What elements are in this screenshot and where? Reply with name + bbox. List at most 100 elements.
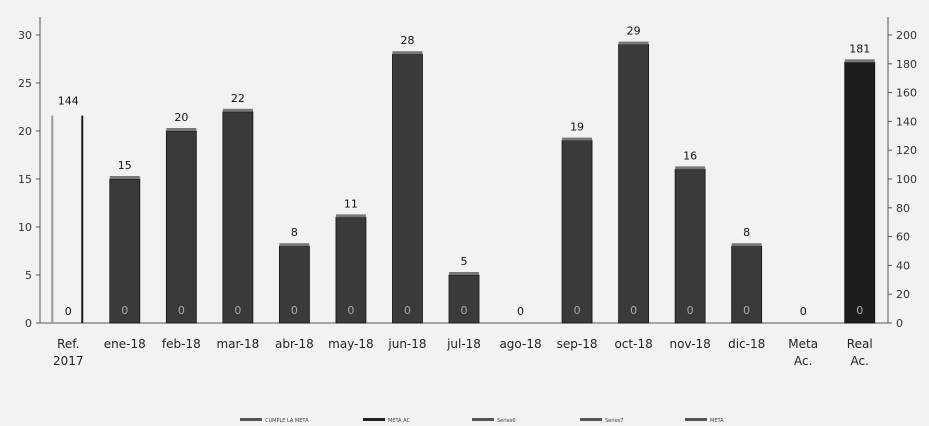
- category-label: nov-18: [669, 337, 710, 351]
- right-tick-label: 200: [896, 29, 917, 42]
- data-label: 19: [570, 121, 584, 134]
- bar: [278, 245, 310, 324]
- bar-top-cap: [335, 214, 366, 218]
- bars: [40, 41, 888, 324]
- right-axis: 0 20 40 60 80 100 120 140 160 180 200: [887, 17, 917, 330]
- category-label: 2017: [53, 354, 84, 368]
- zero-label: 0: [404, 304, 411, 317]
- bar-top-cap: [844, 59, 875, 63]
- legend: CUMPLE LA META META AC Series6 Series7 META: [240, 418, 724, 424]
- reference-line-label: 144: [58, 95, 79, 108]
- data-label: 11: [344, 197, 358, 210]
- bar-top-cap: [279, 243, 310, 247]
- zero-label: 0: [687, 304, 694, 317]
- data-label: 20: [174, 111, 188, 124]
- category-label: Meta: [788, 337, 818, 351]
- category-label: sep-18: [557, 337, 598, 351]
- data-label: 8: [291, 226, 298, 239]
- right-tick-label: 0: [896, 317, 903, 330]
- left-tick-label: 20: [18, 125, 32, 138]
- data-label: 15: [118, 159, 132, 172]
- legend-label: CUMPLE LA META: [265, 418, 309, 424]
- category-label: oct-18: [614, 337, 652, 351]
- legend-label: Series7: [605, 418, 624, 424]
- legend-label: Series6: [497, 418, 516, 424]
- left-axis: 0 5 10 15 20 25 30: [18, 17, 41, 330]
- bar: [335, 216, 367, 324]
- bar-top-cap: [562, 137, 593, 141]
- data-label: 8: [743, 226, 750, 239]
- data-label: 0: [517, 305, 524, 318]
- bar-top-cap: [618, 41, 649, 45]
- zero-label: 0: [178, 304, 185, 317]
- right-tick-label: 80: [896, 202, 910, 215]
- bar: [844, 61, 876, 324]
- legend-swatch: [240, 418, 262, 421]
- category-label: Ac.: [851, 354, 869, 368]
- bar: [109, 178, 141, 324]
- bar-top-cap: [222, 108, 253, 112]
- legend-swatch: [580, 418, 602, 421]
- category-label: feb-18: [162, 337, 201, 351]
- bar: [165, 130, 197, 324]
- legend-label: META: [710, 418, 724, 424]
- right-tick-label: 60: [896, 231, 910, 244]
- bar: [392, 53, 423, 324]
- bar: [561, 140, 593, 324]
- legend-swatch: [685, 418, 707, 421]
- zero-label: 0: [291, 304, 298, 317]
- bar-top-cap: [109, 176, 140, 179]
- left-tick-label: 30: [18, 29, 32, 42]
- zero-label: 0: [234, 304, 241, 317]
- category-label: jul-18: [446, 337, 481, 351]
- category-label: dic-18: [728, 337, 765, 351]
- bar-top-cap: [675, 166, 706, 170]
- category-label: Ref.: [57, 337, 79, 351]
- data-label: 181: [849, 42, 870, 55]
- category-label: abr-18: [275, 337, 314, 351]
- bar-top-cap: [731, 243, 762, 247]
- data-label: 16: [683, 149, 697, 162]
- legend-label: META AC: [388, 418, 410, 424]
- category-label: mar-18: [216, 337, 259, 351]
- category-label: ago-18: [499, 337, 541, 351]
- data-label: 0: [65, 305, 72, 318]
- right-tick-label: 20: [896, 288, 910, 301]
- left-tick-label: 15: [18, 173, 32, 186]
- zero-label: 0: [856, 304, 863, 317]
- data-label: 22: [231, 92, 245, 105]
- right-tick-label: 180: [896, 58, 917, 71]
- legend-swatch: [472, 418, 494, 421]
- zero-label: 0: [347, 304, 354, 317]
- left-tick-label: 25: [18, 77, 32, 90]
- data-label: 28: [400, 34, 414, 47]
- category-label: Real: [847, 337, 873, 351]
- category-label: may-18: [328, 337, 374, 351]
- left-tick-label: 10: [18, 221, 32, 234]
- category-label: ene-18: [104, 337, 146, 351]
- left-tick-label: 5: [25, 269, 32, 282]
- bar-top-cap: [392, 51, 423, 55]
- category-label: Ac.: [794, 354, 812, 368]
- zero-label: 0: [461, 304, 468, 317]
- data-labels: 144 0 15 0 20 0 22 0 8 0 11 0 28 0 5 0 0 19 0 29 0 16 0 8 0 0 181 0: [58, 25, 870, 318]
- zero-label: 0: [630, 304, 637, 317]
- bar-top-cap: [449, 272, 479, 275]
- right-tick-label: 40: [896, 259, 910, 272]
- data-label: 0: [800, 305, 807, 318]
- data-label: 5: [461, 255, 468, 268]
- zero-label: 0: [574, 304, 581, 317]
- category-label: jun-18: [387, 337, 426, 351]
- right-tick-label: 160: [896, 87, 917, 100]
- bar: [618, 44, 649, 324]
- data-label: 29: [627, 25, 641, 38]
- legend-swatch: [363, 418, 385, 421]
- bar-top-cap: [166, 128, 197, 131]
- zero-label: 0: [121, 304, 128, 317]
- right-tick-label: 100: [896, 173, 917, 186]
- zero-label: 0: [743, 304, 750, 317]
- bar: [731, 245, 763, 324]
- left-tick-label: 0: [25, 317, 32, 330]
- right-tick-label: 140: [896, 115, 917, 128]
